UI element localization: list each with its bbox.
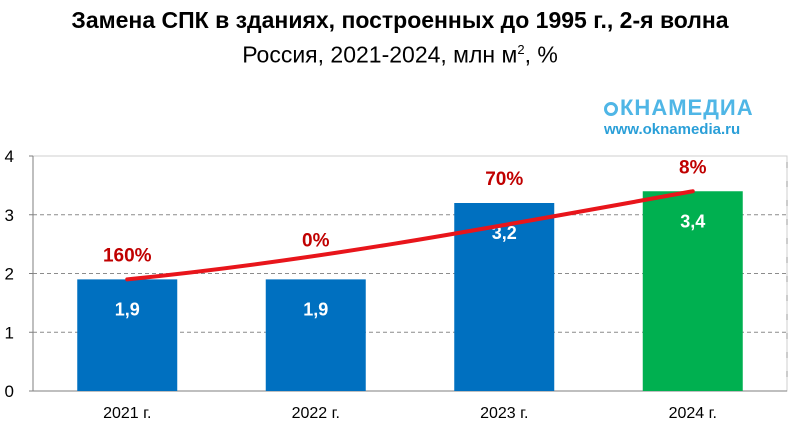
brand-watermark: КНАМЕДИА www.oknamedia.ru [604,96,794,139]
brand-logo: КНАМЕДИА [604,96,794,120]
y-tick-label: 3 [5,206,14,225]
subtitle-superscript: 2 [517,42,525,57]
bar-value-label: 3,4 [680,211,705,231]
y-tick-label: 0 [5,382,14,401]
y-tick-label: 2 [5,265,14,284]
bar [642,191,743,391]
chart-subtitle: Россия, 2021-2024, млн м2, % [0,35,800,70]
subtitle-unit: , % [524,41,558,68]
brand-logo-text: КНАМЕДИА [620,95,754,120]
bar [77,279,178,391]
brand-url: www.oknamedia.ru [604,121,741,138]
bar-value-label: 1,9 [115,299,140,319]
subtitle-text: Россия, 2021-2024, млн м [242,41,518,68]
bar [265,279,366,391]
trend-line [125,189,695,282]
logo-ring-icon [604,102,618,116]
x-tick-label: 2023 г. [480,405,528,422]
growth-label: 160% [103,245,152,266]
growth-label: 8% [679,157,707,178]
growth-label: 70% [485,169,523,190]
y-tick-label: 4 [5,147,14,166]
x-tick-label: 2024 г. [669,405,717,422]
x-tick-label: 2021 г. [103,405,151,422]
x-tick-label: 2022 г. [292,405,340,422]
chart-title: Замена СПК в зданиях, построенных до 199… [71,7,729,33]
growth-label: 0% [302,230,330,251]
y-tick-label: 1 [5,323,14,342]
bar [454,203,555,391]
bar-value-label: 1,9 [303,299,328,319]
chart-header: Замена СПК в зданиях, построенных до 199… [0,6,800,70]
